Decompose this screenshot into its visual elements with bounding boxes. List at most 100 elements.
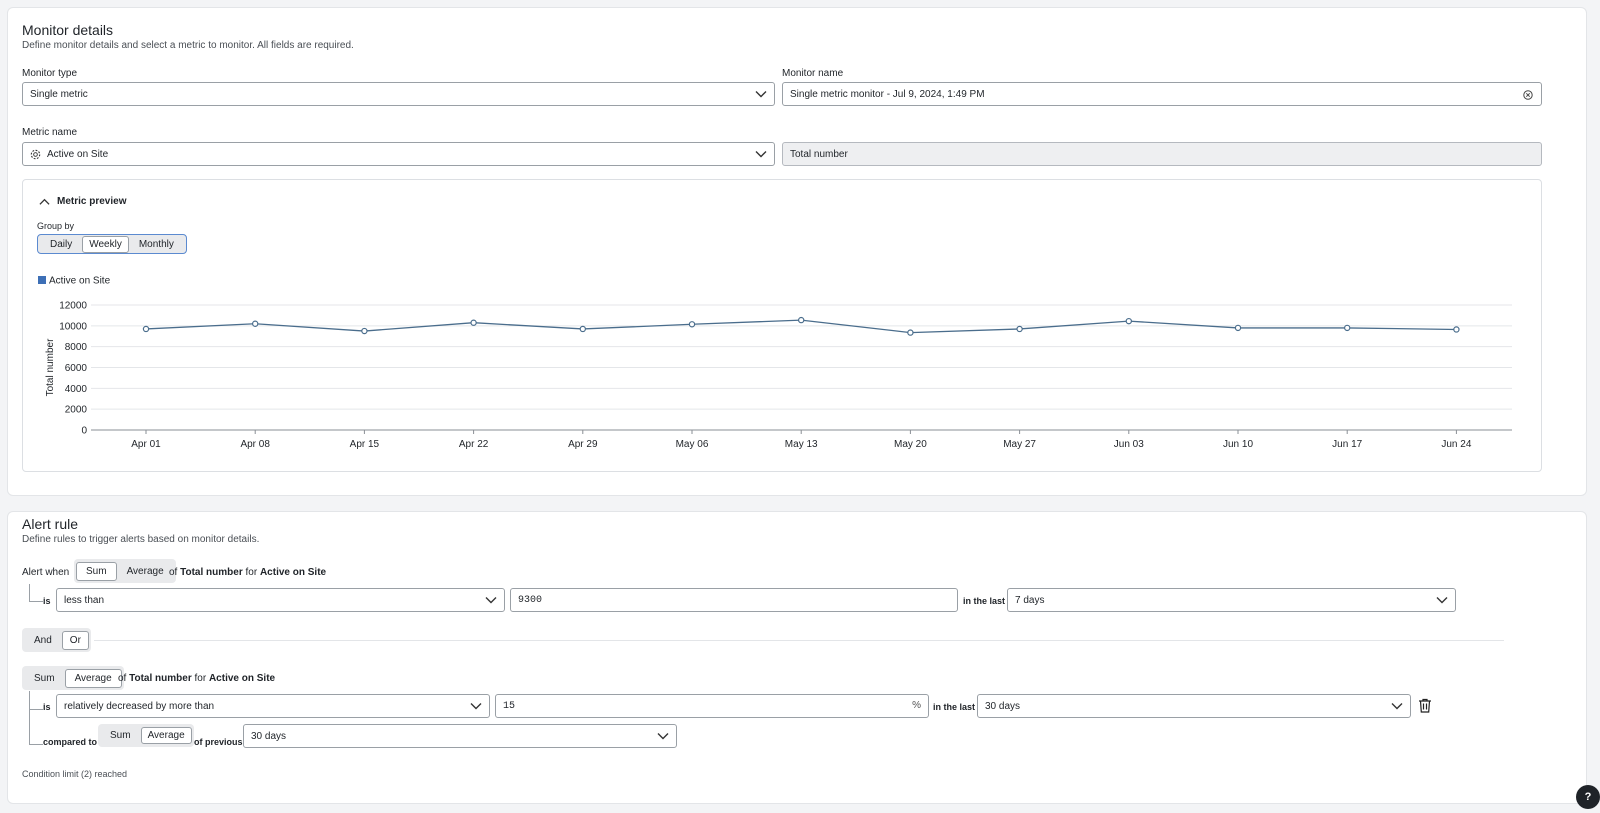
metric-name-label: Metric name <box>22 127 78 138</box>
compared-agg-segmented: Sum Average <box>98 724 194 747</box>
chevron-down-icon <box>1391 703 1403 710</box>
condition-limit-note: Condition limit (2) reached <box>22 769 128 779</box>
legend-swatch <box>38 276 46 284</box>
group-by-monthly[interactable]: Monthly <box>138 238 174 250</box>
group-by-label: Group by <box>37 221 75 231</box>
help-button[interactable]: ? <box>1576 785 1600 809</box>
data-point <box>1453 326 1460 333</box>
logic-and[interactable]: And <box>34 634 52 646</box>
cond1-for-text: for <box>245 567 258 578</box>
y-tick-label: 12000 <box>59 301 87 312</box>
compared-agg-average[interactable]: Average <box>140 727 192 744</box>
logic-divider <box>94 640 1504 641</box>
percent-suffix: % <box>912 700 921 711</box>
alert-rule-subtitle: Define rules to trigger alerts based on … <box>22 534 260 545</box>
monitor-name-label: Monitor name <box>782 68 844 79</box>
of-previous-label: of previous <box>194 737 243 747</box>
data-point <box>470 319 477 326</box>
data-point <box>1343 324 1351 332</box>
cond1-in-the-last-label: in the last <box>963 596 1006 606</box>
group-by-weekly[interactable]: Weekly <box>82 235 129 253</box>
data-point <box>688 321 696 328</box>
logic-or[interactable]: Or <box>61 630 89 650</box>
cond1-agg-average[interactable]: Average <box>126 565 164 577</box>
monitor-details-card: Monitor details Define monitor details a… <box>7 7 1587 496</box>
data-point <box>251 320 259 327</box>
cond1-is-label: is <box>43 596 51 606</box>
cond2-tree-branch-2 <box>29 744 43 745</box>
x-tick-label: May 06 <box>676 439 709 450</box>
cond2-value: 15 <box>503 700 516 712</box>
cond2-agg-average[interactable]: Average <box>64 668 122 688</box>
cond2-window-value: 30 days <box>985 700 1021 712</box>
cond1-operator-value: less than <box>64 594 105 606</box>
x-tick-label: Apr 08 <box>240 439 270 450</box>
clear-circle-icon[interactable] <box>1523 90 1533 100</box>
cond2-for-text: for <box>194 673 207 684</box>
cond1-metric: Active on Site <box>259 567 327 578</box>
metric-name-select[interactable]: Active on Site <box>22 142 775 166</box>
cond2-of-text: of <box>118 673 127 684</box>
cond2-is-label: is <box>43 702 51 712</box>
y-tick-label: 10000 <box>59 321 87 332</box>
cond2-window-select[interactable]: 30 days <box>977 694 1411 718</box>
y-tick-label: 2000 <box>65 405 88 416</box>
data-point <box>142 325 150 333</box>
monitor-type-select[interactable]: Single metric <box>22 82 775 106</box>
cond2-operator-select[interactable]: relatively decreased by more than <box>56 694 490 718</box>
cond2-metric-unit: Total number <box>129 673 192 684</box>
metric-preview-chart: Active on Site 0 2000 4000 6000 8000 10000 1200… <box>38 276 1512 450</box>
previous-window-value: 30 days <box>251 730 287 742</box>
cond2-tree-line <box>29 691 43 745</box>
monitor-name-input[interactable]: Single metric monitor - Jul 9, 2024, 1:4… <box>782 82 1542 106</box>
x-tick-label: Jun 03 <box>1114 439 1144 450</box>
y-axis-label: Total number <box>45 338 56 396</box>
alert-when-label: Alert when <box>22 567 70 578</box>
data-point <box>1125 317 1133 325</box>
y-tick-label: 4000 <box>65 384 88 395</box>
x-tick-label: Jun 17 <box>1332 439 1362 450</box>
data-point <box>798 316 805 324</box>
chevron-down-icon <box>755 151 767 158</box>
y-tick-label: 6000 <box>65 363 88 374</box>
cond1-summary: of Total number for Active on Site <box>169 567 326 578</box>
x-tick-label: Apr 29 <box>568 439 598 450</box>
logic-segmented: And Or <box>22 628 91 652</box>
cond2-in-the-last-label: in the last <box>933 702 976 712</box>
metric-preview-panel: Metric preview Group by Daily Weekly Mon… <box>22 179 1542 472</box>
cond1-agg-segmented: Sum Average <box>74 559 176 583</box>
cond1-window-select[interactable]: 7 days <box>1007 588 1456 612</box>
chevron-up-icon[interactable] <box>39 198 50 206</box>
x-tick-label: Apr 22 <box>459 439 489 450</box>
group-by-daily[interactable]: Daily <box>50 238 73 250</box>
data-point <box>579 325 587 333</box>
metric-unit-value: Total number <box>790 148 848 160</box>
monitor-details-subtitle: Define monitor details and select a metr… <box>22 40 354 51</box>
cond2-metric: Active on Site <box>208 673 276 684</box>
cond1-tree-line <box>29 584 43 602</box>
x-tick-label: May 13 <box>785 439 818 450</box>
cond1-operator-select[interactable]: less than <box>56 588 505 612</box>
cond2-operator-value: relatively decreased by more than <box>64 700 215 712</box>
cond2-summary: of Total number for Active on Site <box>118 673 275 684</box>
x-tick-label: May 27 <box>1003 439 1036 450</box>
trash-icon[interactable] <box>1418 698 1432 713</box>
metric-preview-title[interactable]: Metric preview <box>57 196 127 207</box>
x-tick-label: Jun 24 <box>1441 439 1471 450</box>
cond2-tree-branch-1 <box>29 709 43 710</box>
y-tick-label: 8000 <box>65 342 88 353</box>
data-point <box>361 327 368 335</box>
x-tick-label: May 20 <box>894 439 927 450</box>
data-point <box>1234 324 1242 332</box>
cond2-agg-sum[interactable]: Sum <box>34 672 55 684</box>
cond1-value-input[interactable]: 9300 <box>510 588 958 612</box>
cond1-metric-unit: Total number <box>180 567 243 578</box>
compared-agg-sum[interactable]: Sum <box>110 730 131 741</box>
x-tick-label: Apr 01 <box>131 439 161 450</box>
previous-window-select[interactable]: 30 days <box>243 724 677 748</box>
compared-to-label: compared to <box>43 737 98 747</box>
cond1-agg-sum[interactable]: Sum <box>76 561 117 581</box>
legend-label: Active on Site <box>49 276 111 287</box>
y-tick-label: 0 <box>81 426 87 437</box>
cond2-value-input[interactable]: 15 % <box>495 694 929 718</box>
